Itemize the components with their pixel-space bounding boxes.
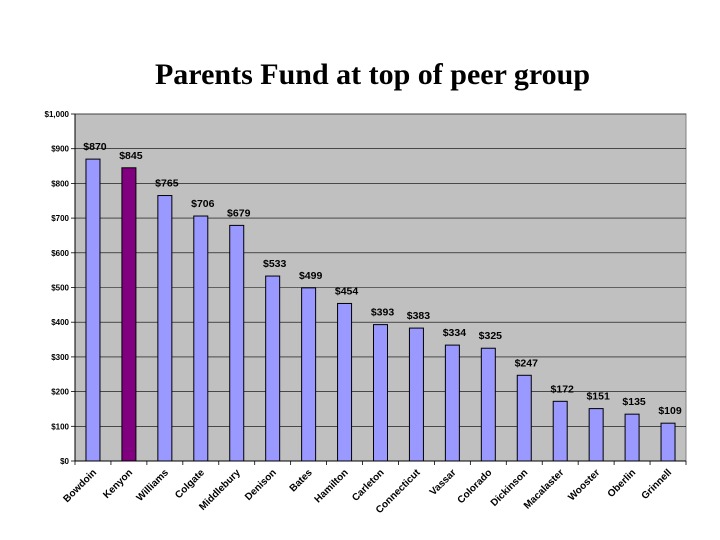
x-label-carleton: Carleton — [350, 467, 386, 503]
x-label-kenyon: Kenyon — [101, 467, 135, 501]
bar-kenyon — [121, 167, 137, 462]
y-tick-label: $700 — [51, 214, 69, 223]
data-label-colorado: $325 — [479, 330, 503, 342]
data-label-vassar: $334 — [443, 327, 467, 339]
bar-wooster — [588, 408, 604, 462]
y-tick-label: $800 — [51, 179, 69, 188]
bars — [85, 158, 676, 462]
bar-oberlin — [624, 413, 640, 462]
data-label-carleton: $393 — [371, 307, 395, 319]
data-label-connecticut: $383 — [407, 310, 431, 322]
x-label-bowdoin: Bowdoin — [61, 467, 99, 505]
data-label-williams: $765 — [155, 178, 179, 190]
y-tick-label: $1,000 — [45, 110, 70, 119]
data-label-macalaster: $172 — [551, 383, 575, 395]
bar-bowdoin — [85, 158, 101, 462]
data-label-grinnell: $109 — [658, 405, 682, 417]
x-label-oberlin: Oberlin — [606, 467, 639, 500]
data-label-wooster: $151 — [586, 391, 610, 403]
data-label-colgate: $706 — [191, 198, 215, 210]
y-tick-label: $500 — [51, 284, 69, 293]
bar-williams — [157, 195, 173, 462]
y-axis-ticks: $0 $100 $200 $300 $400 $500 $600 $700 $800 $900 $1… — [45, 110, 76, 466]
x-label-colgate: Colgate — [173, 467, 207, 501]
bar-bates — [301, 287, 317, 462]
gridlines — [75, 113, 686, 462]
data-label-middlebury: $679 — [227, 207, 251, 219]
x-label-hamilton: Hamilton — [313, 467, 351, 505]
data-label-dickinson: $247 — [515, 357, 539, 369]
x-label-grinnell: Grinnell — [640, 467, 675, 502]
data-labels: $870 $845 $765 $706 $679 $533 $499 $454 $393 $383… — [83, 141, 682, 417]
bar-middlebury — [229, 224, 245, 462]
bar-colorado — [480, 347, 496, 462]
data-label-oberlin: $135 — [622, 396, 646, 408]
x-label-williams: Williams — [135, 467, 172, 504]
data-label-hamilton: $454 — [335, 285, 359, 297]
bar-hamilton — [337, 302, 353, 462]
y-tick-label: $600 — [51, 249, 69, 258]
bar-denison — [265, 275, 281, 462]
bar-carleton — [373, 324, 388, 462]
data-label-bates: $499 — [299, 270, 323, 282]
x-label-denison: Denison — [243, 467, 279, 503]
chart-title: Parents Fund at top of peer group — [154, 58, 591, 91]
bar-colgate — [193, 215, 209, 462]
data-label-kenyon: $845 — [119, 150, 143, 162]
x-label-bates: Bates — [288, 467, 315, 494]
y-tick-label: $400 — [51, 318, 69, 327]
data-label-denison: $533 — [263, 258, 287, 270]
data-label-bowdoin: $870 — [83, 141, 107, 153]
bar-connecticut — [408, 327, 424, 462]
y-tick-label: $900 — [51, 145, 69, 154]
x-label-wooster: Wooster — [566, 467, 602, 503]
bar-macalaster — [552, 400, 568, 462]
bar-vassar — [444, 344, 460, 462]
y-tick-label: $100 — [51, 422, 69, 431]
bar-grinnell — [660, 422, 676, 462]
y-tick-label: $0 — [60, 457, 69, 466]
x-label-vassar: Vassar — [428, 467, 459, 498]
y-tick-label: $300 — [51, 353, 69, 362]
bar-dickinson — [516, 374, 532, 462]
y-tick-label: $200 — [51, 388, 69, 397]
